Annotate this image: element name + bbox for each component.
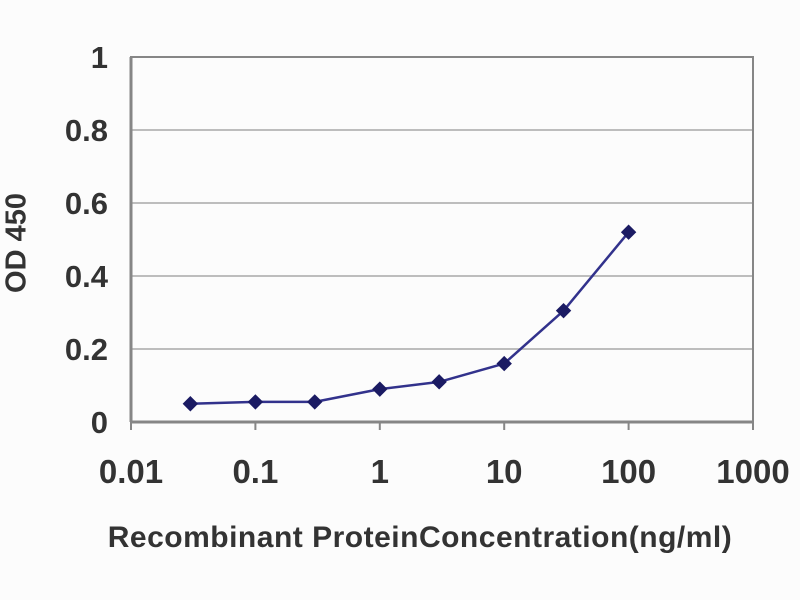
x-tick-label: 0.1 [232, 453, 278, 490]
data-point-marker [620, 224, 637, 240]
y-tick-label: 0 [91, 405, 108, 440]
y-tick-label: 1 [91, 40, 108, 75]
y-tick-label: 0.4 [65, 259, 109, 294]
x-tick-label: 100 [601, 453, 656, 490]
data-point-marker [555, 302, 572, 319]
data-point-marker [431, 374, 447, 390]
y-axis-title: OD 450 [0, 193, 33, 293]
series-line [190, 231, 630, 406]
y-tick-label: 0.6 [65, 186, 108, 221]
plot-border [130, 56, 754, 423]
data-point-marker [372, 381, 388, 397]
y-tick-label: 0.8 [65, 113, 108, 148]
x-tick-label: 10 [486, 453, 523, 490]
x-tick-label: 1 [371, 453, 389, 490]
data-point-marker [247, 394, 264, 410]
x-tick-label: 1000 [716, 453, 789, 490]
data-point-marker [307, 394, 323, 410]
x-tick-label: 0.01 [99, 453, 163, 490]
y-tick-label: 0.2 [65, 332, 108, 367]
data-point-marker [182, 396, 199, 412]
x-axis-title: Recombinant ProteinConcentration(ng/ml) [107, 521, 733, 554]
data-point-marker [496, 355, 512, 372]
